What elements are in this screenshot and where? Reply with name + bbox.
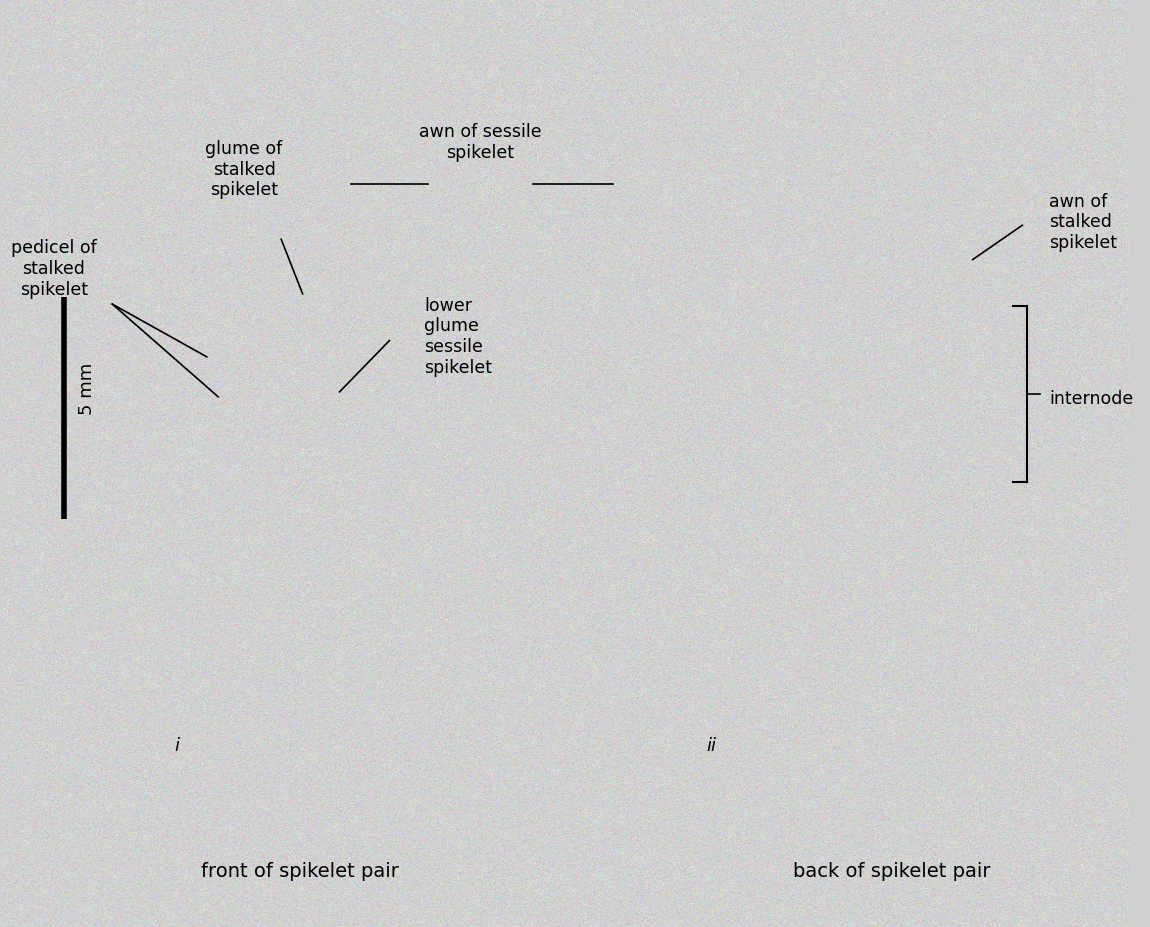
Text: pedicel of
stalked
spikelet: pedicel of stalked spikelet <box>10 239 97 298</box>
Text: awn of sessile
spikelet: awn of sessile spikelet <box>420 123 542 162</box>
Text: back of spikelet pair: back of spikelet pair <box>792 862 990 881</box>
Text: lower
glume
sessile
spikelet: lower glume sessile spikelet <box>424 297 492 377</box>
Text: 5 mm: 5 mm <box>78 363 97 415</box>
Text: front of spikelet pair: front of spikelet pair <box>201 862 399 881</box>
Text: glume of
stalked
spikelet: glume of stalked spikelet <box>206 140 283 199</box>
Text: ii: ii <box>706 737 716 756</box>
Text: i: i <box>174 737 179 756</box>
Text: awn of
stalked
spikelet: awn of stalked spikelet <box>1049 193 1118 252</box>
Text: internode: internode <box>1049 389 1134 408</box>
